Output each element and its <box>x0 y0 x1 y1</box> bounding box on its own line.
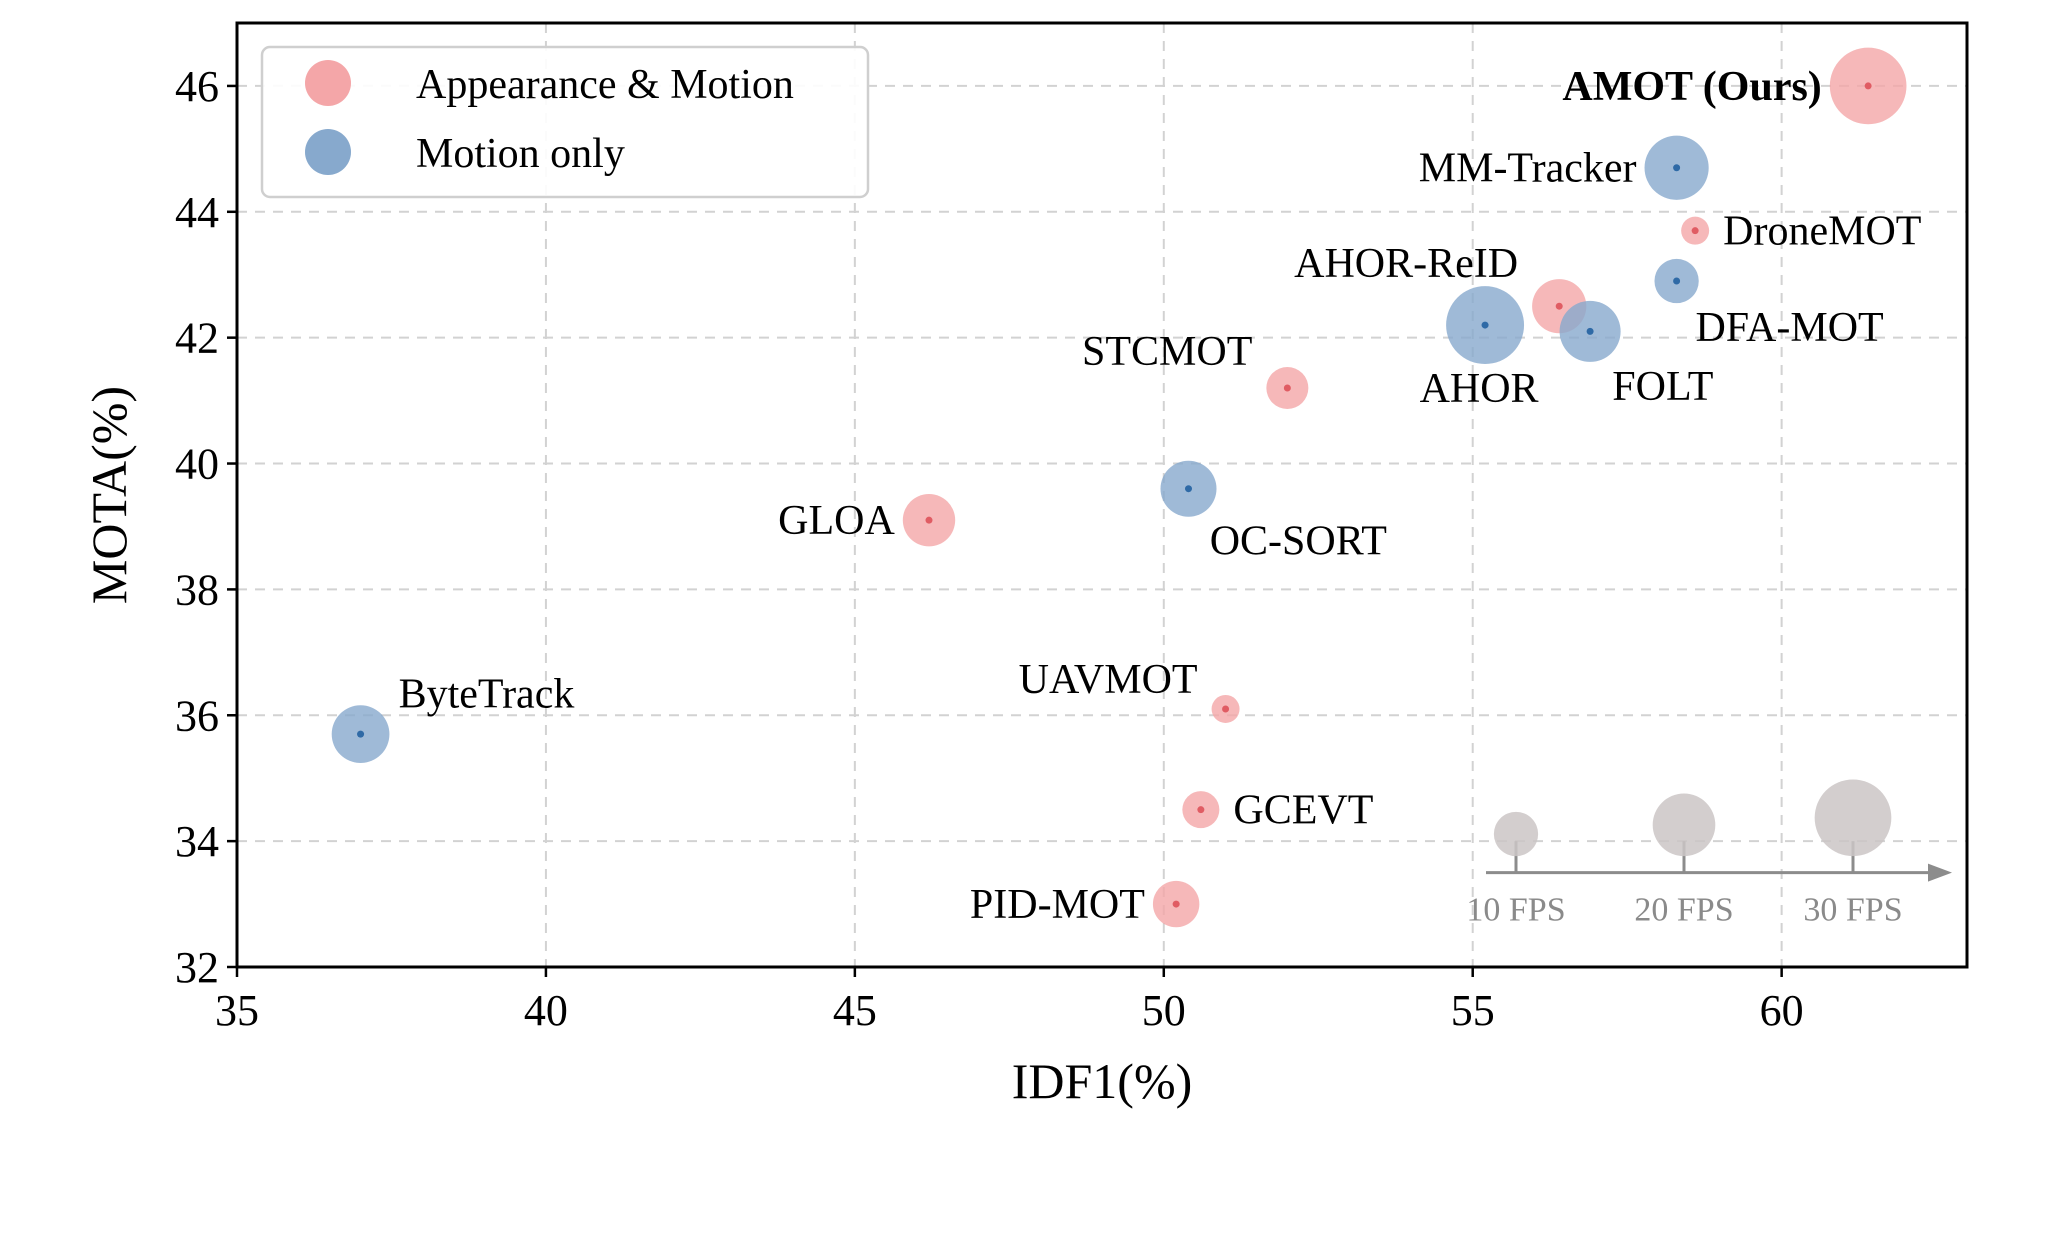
fps-size-reference: 10 FPS 20 FPS 30 FPS <box>1466 779 1952 929</box>
bubble-center-ahor <box>1481 321 1489 329</box>
bubble-center-gcevt <box>1197 806 1205 814</box>
fps-ref-bubble <box>1652 793 1716 857</box>
bubble-center-folt <box>1586 327 1594 335</box>
point-label-gloa: GLOA <box>778 498 895 544</box>
point-labels: AMOT (Ours) DroneMOT AHOR-ReID STCMOT GLOA UA… <box>399 64 1922 928</box>
point-label-stcmot: STCMOT <box>1082 329 1252 375</box>
fps-axis-arrowhead <box>1928 863 1952 882</box>
x-axis-title: IDF1(%) <box>1012 1053 1193 1109</box>
point-label-ahor-reid: AHOR-ReID <box>1294 241 1518 287</box>
point-label-pid-mot: PID-MOT <box>970 882 1145 928</box>
bubble-center-dronemot <box>1691 227 1699 235</box>
bubble-center-ahor-reid <box>1555 302 1563 310</box>
x-tick-label: 55 <box>1451 986 1495 1035</box>
point-label-uavmot: UAVMOT <box>1019 657 1198 703</box>
bubble-center-oc-sort <box>1185 485 1192 493</box>
point-label-dfa-mot: DFA-MOT <box>1695 305 1883 351</box>
legend-swatch-motion-only <box>305 129 351 175</box>
point-label-folt: FOLT <box>1612 364 1713 410</box>
axis-ticks: 35 40 45 50 55 60 32 34 36 38 40 42 44 46 <box>175 62 1804 1035</box>
point-label-oc-sort: OC-SORT <box>1210 519 1387 565</box>
bubbles <box>331 47 1907 928</box>
fps-ref-label: 10 FPS <box>1466 892 1565 929</box>
point-label-bytetrack: ByteTrack <box>399 671 575 717</box>
y-tick-label: 38 <box>175 565 219 614</box>
bubble-center-bytetrack <box>357 730 365 738</box>
fps-ref-bubble <box>1493 811 1539 857</box>
bubble-center-pid-mot <box>1172 900 1180 908</box>
fps-ref-label: 20 FPS <box>1634 892 1733 929</box>
legend: Appearance & Motion Motion only <box>260 45 870 199</box>
x-tick-label: 35 <box>215 986 259 1035</box>
legend-label-appearance-motion: Appearance & Motion <box>416 62 794 108</box>
bubble-center-mm-tracker <box>1673 164 1681 172</box>
point-label-dronemot: DroneMOT <box>1723 209 1921 255</box>
point-label-amot-ours: AMOT (Ours) <box>1562 64 1821 110</box>
x-tick-label: 50 <box>1142 986 1186 1035</box>
bubble-center-dfa-mot <box>1673 277 1681 285</box>
bubble-center-stcmot <box>1283 384 1291 392</box>
y-tick-label: 32 <box>175 943 219 992</box>
point-label-mm-tracker: MM-Tracker <box>1419 146 1637 192</box>
x-tick-label: 45 <box>833 986 877 1035</box>
y-tick-label: 42 <box>175 314 219 363</box>
x-tick-label: 60 <box>1760 986 1804 1035</box>
bubble-center-uavmot <box>1222 705 1230 713</box>
bubble-center-amot-ours <box>1864 82 1872 90</box>
y-tick-label: 34 <box>175 817 219 866</box>
y-tick-label: 40 <box>175 440 219 489</box>
y-tick-label: 36 <box>175 691 219 740</box>
legend-swatch-appearance-motion <box>305 60 351 106</box>
legend-box <box>260 45 870 199</box>
x-tick-label: 40 <box>524 986 568 1035</box>
y-tick-label: 46 <box>175 62 219 111</box>
fps-ref-label: 30 FPS <box>1803 892 1902 929</box>
point-label-ahor: AHOR <box>1420 366 1539 412</box>
bubble-center-gloa <box>925 516 933 524</box>
y-tick-label: 44 <box>175 188 219 237</box>
legend-label-motion-only: Motion only <box>416 131 625 177</box>
fps-ref-bubble <box>1814 779 1892 857</box>
plot-frame <box>235 21 1969 969</box>
y-axis-title: MOTA(%) <box>81 386 137 604</box>
point-label-gcevt: GCEVT <box>1233 788 1373 834</box>
